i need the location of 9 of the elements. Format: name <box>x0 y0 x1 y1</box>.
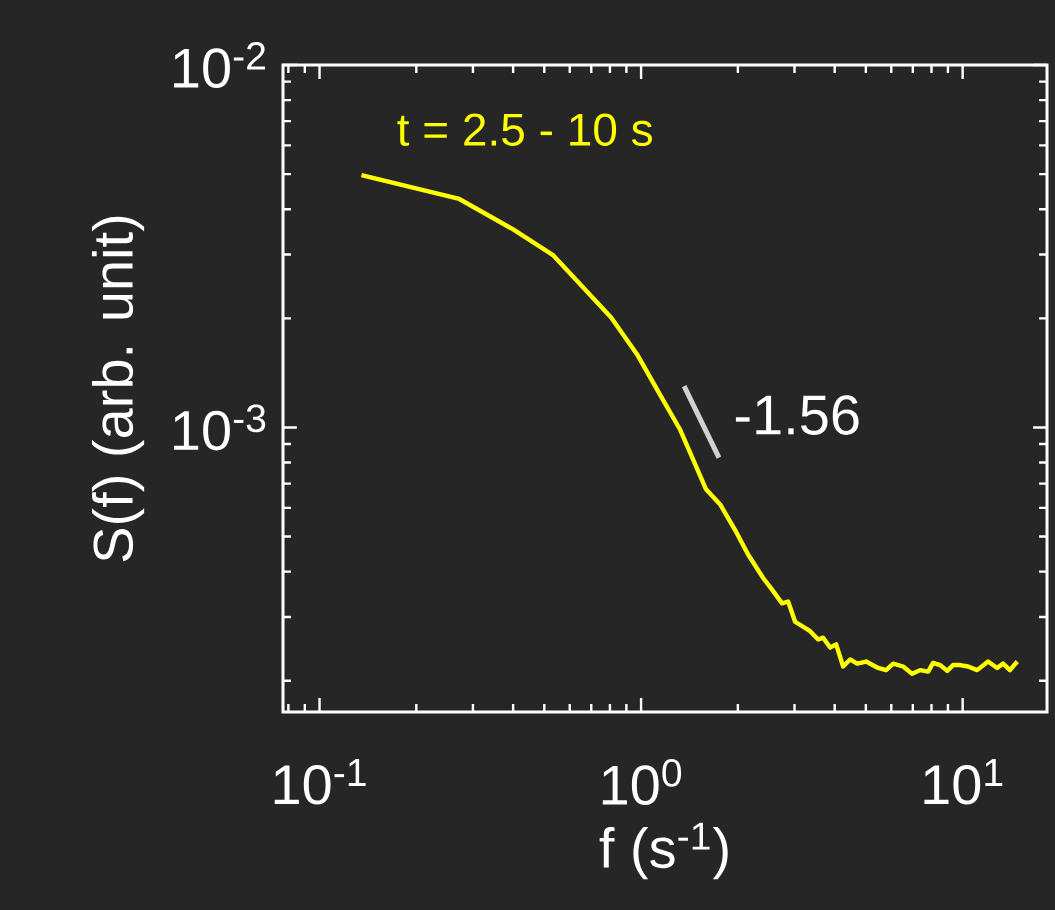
x-tick-label: 10$^{1}$ <box>924 759 1003 805</box>
x-axis-title: f (s$^{-1}$) <box>599 822 728 880</box>
y-tick-label: 10$^{-2}$ <box>174 42 265 88</box>
x-tick-label: 10$^{-1}$ <box>274 759 366 805</box>
x-tick-label: 10$^{0}$ <box>602 759 682 805</box>
y-axis-title: S(f) (arb. unit) <box>91 216 145 562</box>
series-label: -1.56 <box>735 395 859 435</box>
y-tick-label: 10$^{-3}$ <box>174 404 266 451</box>
series-label: t = 2.5 - 10 s <box>397 113 652 146</box>
